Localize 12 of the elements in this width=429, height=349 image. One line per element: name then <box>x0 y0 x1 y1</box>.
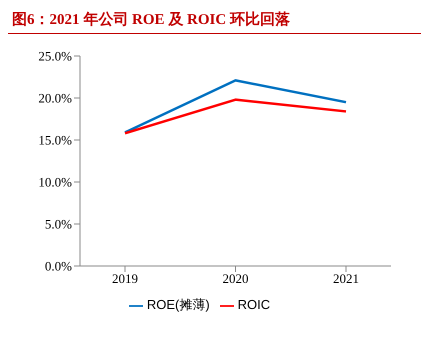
chart-title: 图6：2021 年公司 ROE 及 ROIC 环比回落 <box>8 8 421 34</box>
y-tick-label: 25.0% <box>38 48 72 64</box>
legend-label: ROE(摊薄) <box>146 297 210 312</box>
y-tick-label: 5.0% <box>44 216 72 232</box>
x-tick-label: 2021 <box>333 271 359 286</box>
x-tick-label: 2020 <box>222 271 248 286</box>
legend-label: ROIC <box>238 297 270 312</box>
y-tick-label: 20.0% <box>38 90 72 106</box>
y-tick-label: 10.0% <box>38 174 72 190</box>
x-tick-label: 2019 <box>112 271 138 286</box>
y-tick-label: 0.0% <box>44 258 72 274</box>
y-tick-label: 15.0% <box>38 132 72 148</box>
